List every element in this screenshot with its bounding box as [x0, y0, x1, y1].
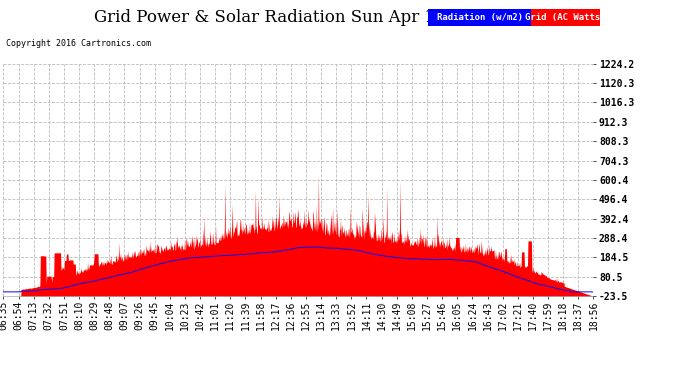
Text: Grid Power & Solar Radiation Sun Apr 10 19:12: Grid Power & Solar Radiation Sun Apr 10 … — [95, 9, 499, 26]
Text: Radiation (w/m2): Radiation (w/m2) — [437, 13, 522, 22]
Text: Grid (AC Watts): Grid (AC Watts) — [526, 13, 606, 22]
Text: Copyright 2016 Cartronics.com: Copyright 2016 Cartronics.com — [6, 39, 150, 48]
